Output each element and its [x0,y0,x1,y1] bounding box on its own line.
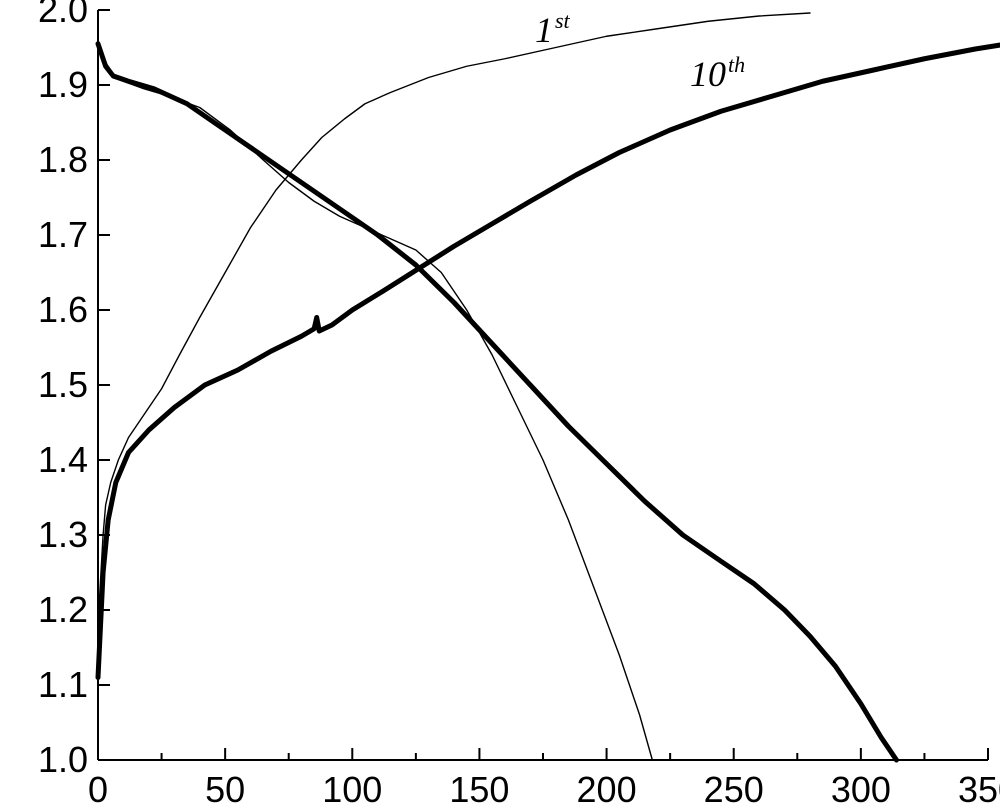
x-tick-label: 100 [322,769,382,809]
y-tick-label: 1.8 [38,139,88,180]
line-chart: 0 50 100 150 200 250 300 350 1.0 1.1 1.2 1.3 1.4 1.5 1… [0,0,1000,809]
series-label-cycle_1_charge: 1st [535,8,571,50]
y-tick-label: 1.2 [38,589,88,630]
x-tick-label: 300 [831,769,891,809]
series-cycle_10_discharge [98,44,896,760]
x-tick-label: 200 [577,769,637,809]
y-tick-label: 1.5 [38,364,88,405]
series-cycle_10_charge [98,44,1000,678]
y-tick-label: 1.7 [38,214,88,255]
y-tick-label: 1.0 [38,739,88,780]
chart-container: 0 50 100 150 200 250 300 350 1.0 1.1 1.2 1.3 1.4 1.5 1… [0,0,1000,809]
y-tick-label: 1.6 [38,289,88,330]
x-tick-label: 150 [449,769,509,809]
x-tick-label: 250 [704,769,764,809]
x-tick-label: 50 [205,769,245,809]
x-tick-label: 350 [958,769,1000,809]
series-cycle_1_charge [98,13,810,625]
y-tick-label: 1.1 [38,664,88,705]
x-tick-label: 0 [88,769,108,809]
y-tick-label: 2.0 [38,0,88,30]
series-label-cycle_10_charge: 10th [690,52,745,94]
y-tick-label: 1.4 [38,439,88,480]
y-tick-label: 1.3 [38,514,88,555]
y-tick-label: 1.9 [38,64,88,105]
